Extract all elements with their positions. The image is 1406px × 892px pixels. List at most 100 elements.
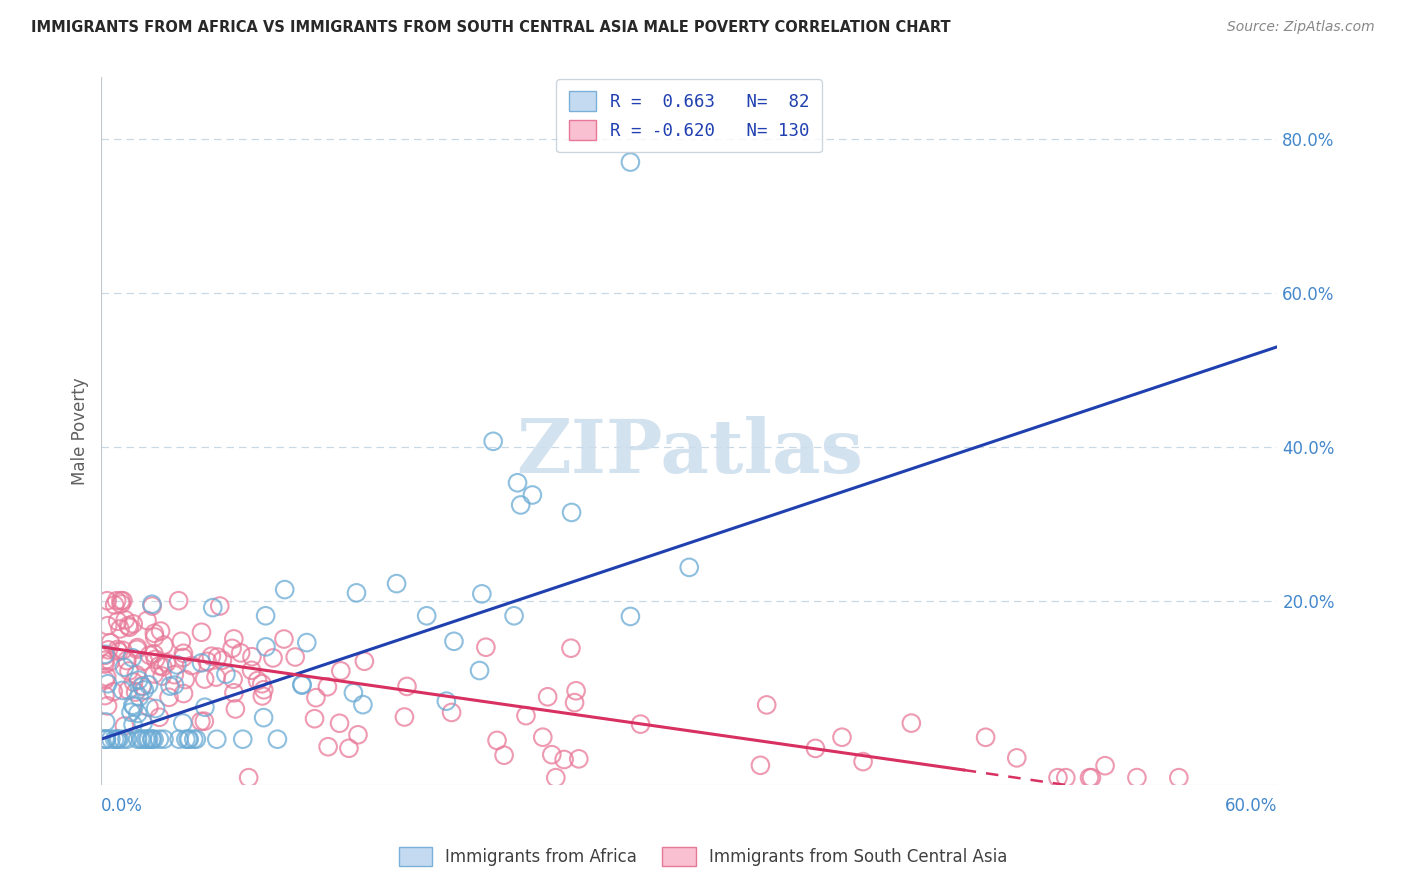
Point: [136, 614, 159, 628]
Point: [194, 672, 217, 686]
Point: [565, 683, 588, 698]
Point: [337, 741, 360, 756]
Point: [117, 683, 139, 698]
Point: [353, 654, 375, 668]
Point: [179, 732, 201, 747]
Point: [125, 667, 148, 681]
Point: [107, 615, 129, 629]
Point: [141, 732, 163, 747]
Legend: Immigrants from Africa, Immigrants from South Central Asia: Immigrants from Africa, Immigrants from …: [392, 840, 1014, 873]
Point: [150, 669, 173, 683]
Point: [415, 608, 437, 623]
Point: [117, 618, 139, 632]
Point: [224, 702, 246, 716]
Point: [1005, 751, 1028, 765]
Point: [105, 642, 128, 657]
Point: [434, 694, 457, 708]
Point: [1167, 771, 1189, 785]
Point: [291, 678, 314, 692]
Point: [544, 771, 567, 785]
Point: [173, 686, 195, 700]
Point: [143, 630, 166, 644]
Point: [127, 706, 149, 721]
Point: [103, 684, 125, 698]
Point: [94, 653, 117, 667]
Point: [506, 475, 529, 490]
Point: [94, 648, 117, 663]
Point: [509, 498, 531, 512]
Point: [208, 599, 231, 613]
Point: [148, 658, 170, 673]
Point: [304, 712, 326, 726]
Point: [471, 587, 494, 601]
Point: [1094, 758, 1116, 772]
Point: [131, 732, 153, 747]
Point: [143, 626, 166, 640]
Point: [678, 560, 700, 574]
Point: [163, 678, 186, 692]
Point: [100, 732, 122, 747]
Point: [111, 643, 134, 657]
Legend: R =  0.663   N=  82, R = -0.620   N= 130: R = 0.663 N= 82, R = -0.620 N= 130: [557, 79, 823, 153]
Point: [468, 664, 491, 678]
Point: [114, 613, 136, 627]
Point: [138, 732, 160, 747]
Point: [148, 732, 170, 747]
Point: [266, 732, 288, 747]
Point: [328, 716, 350, 731]
Point: [143, 732, 166, 747]
Point: [166, 657, 188, 672]
Point: [1078, 771, 1101, 785]
Point: [153, 638, 176, 652]
Point: [174, 732, 197, 747]
Point: [112, 660, 135, 674]
Point: [211, 653, 233, 667]
Point: [193, 714, 215, 729]
Point: [540, 747, 562, 762]
Point: [440, 706, 463, 720]
Point: [96, 698, 118, 713]
Point: [120, 705, 142, 719]
Point: [385, 576, 408, 591]
Point: [104, 732, 127, 747]
Point: [305, 690, 328, 705]
Point: [122, 717, 145, 731]
Point: [238, 771, 260, 785]
Point: [105, 593, 128, 607]
Point: [475, 640, 498, 655]
Point: [104, 598, 127, 612]
Point: [395, 680, 418, 694]
Point: [149, 624, 172, 638]
Point: [107, 732, 129, 747]
Point: [111, 683, 134, 698]
Point: [118, 620, 141, 634]
Point: [352, 698, 374, 712]
Point: [96, 593, 118, 607]
Point: [94, 673, 117, 687]
Point: [1126, 771, 1149, 785]
Point: [254, 608, 277, 623]
Point: [201, 600, 224, 615]
Point: [94, 714, 117, 729]
Point: [129, 732, 152, 747]
Point: [156, 656, 179, 670]
Point: [240, 649, 263, 664]
Point: [1046, 771, 1069, 785]
Point: [143, 667, 166, 681]
Point: [804, 741, 827, 756]
Point: [749, 758, 772, 772]
Text: 60.0%: 60.0%: [1225, 797, 1278, 815]
Point: [172, 650, 194, 665]
Point: [128, 690, 150, 704]
Point: [138, 648, 160, 662]
Point: [522, 488, 544, 502]
Point: [486, 733, 509, 747]
Point: [110, 597, 132, 611]
Point: [136, 732, 159, 747]
Point: [394, 710, 416, 724]
Point: [134, 682, 156, 697]
Point: [115, 732, 138, 747]
Point: [141, 597, 163, 611]
Point: [170, 634, 193, 648]
Point: [755, 698, 778, 712]
